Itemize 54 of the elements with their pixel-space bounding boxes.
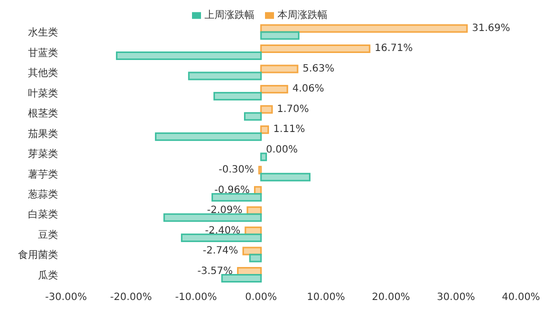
bar (116, 51, 262, 60)
y-tick-label: 茄果类 (28, 128, 58, 140)
bar (154, 132, 262, 141)
y-tick-label: 食用菌类 (18, 249, 58, 262)
y-tick-label: 根茎类 (28, 108, 58, 120)
x-tick-label: -30.00% (45, 292, 87, 304)
bar (249, 254, 262, 262)
bar (244, 112, 262, 121)
x-tick-label: 20.00% (372, 292, 410, 304)
x-tick-label: 10.00% (306, 292, 346, 304)
bar (260, 44, 370, 53)
bar (260, 31, 300, 40)
bar (260, 172, 310, 182)
data-label: 1.11% (273, 124, 305, 136)
y-tick-label: 水生类 (28, 26, 58, 39)
y-tick-label: 豆类 (38, 228, 58, 241)
bar (260, 84, 288, 94)
legend-label: 上周涨跌幅 (204, 10, 254, 21)
data-label: 1.70% (277, 104, 309, 115)
data-label: -2.09% (207, 205, 242, 216)
bar (180, 234, 262, 242)
x-tick-label: 0.00% (245, 292, 277, 304)
bar (260, 105, 273, 114)
y-tick-label: 芽菜类 (28, 148, 58, 160)
bar (188, 72, 262, 80)
bar (213, 92, 262, 100)
y-tick-label: 葱蒜类 (28, 188, 58, 201)
data-label: -3.57% (197, 266, 233, 277)
bar (260, 24, 468, 33)
bar (260, 125, 269, 134)
legend-label: 本周涨跌幅 (278, 10, 328, 21)
y-tick-label: 甘蓝类 (28, 46, 58, 59)
y-tick-label: 白菜类 (28, 208, 58, 221)
data-label: 0.00% (266, 144, 298, 156)
x-tick-label: 40.00% (502, 292, 540, 304)
bar (221, 274, 262, 283)
x-tick-label: 30.00% (436, 292, 476, 304)
y-tick-label: 薯芋类 (28, 168, 58, 180)
data-label: -0.30% (218, 164, 254, 176)
bar (212, 193, 262, 202)
y-tick-label: 其他类 (28, 67, 58, 80)
bar (260, 64, 298, 74)
y-tick-label: 瓜类 (38, 269, 58, 282)
bar (163, 213, 262, 222)
data-label: 4.06% (292, 84, 324, 95)
y-tick-label: 叶菜类 (28, 87, 58, 100)
data-label: 31.69% (472, 23, 510, 34)
bar (260, 152, 267, 162)
bar (242, 246, 262, 256)
data-label: -2.74% (202, 246, 238, 257)
data-label: 16.71% (374, 43, 413, 54)
data-label: 5.63% (302, 63, 334, 74)
x-tick-label: -20.00% (110, 292, 152, 304)
x-tick-label: -10.00% (175, 292, 217, 304)
